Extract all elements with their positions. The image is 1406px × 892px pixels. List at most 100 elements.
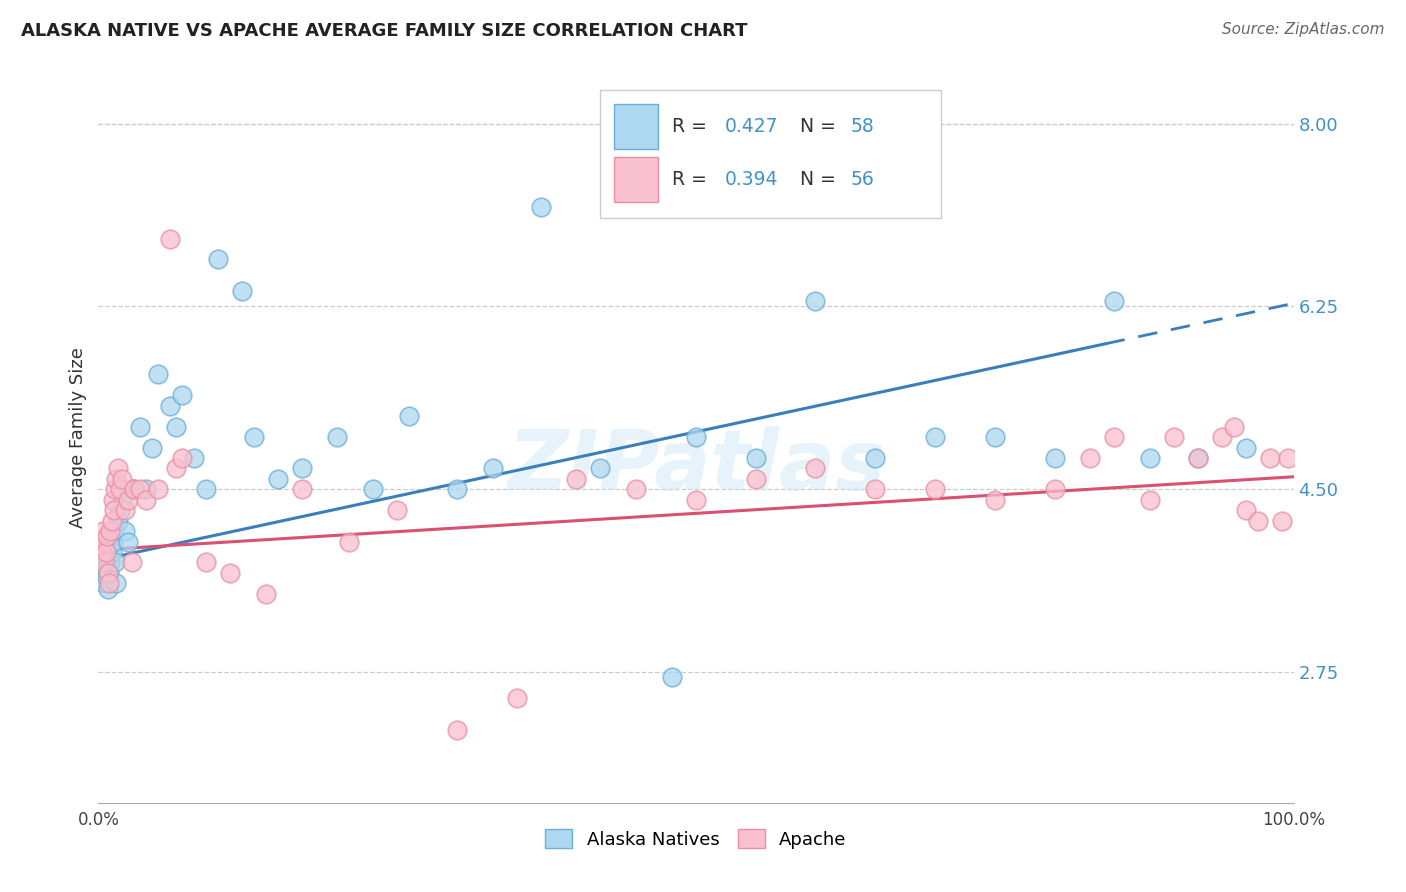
Point — [93, 550, 115, 565]
Point — [107, 461, 129, 475]
Legend: Alaska Natives, Apache: Alaska Natives, Apache — [538, 822, 853, 856]
Point — [1211, 430, 1233, 444]
Point — [93, 534, 115, 549]
Point — [91, 545, 114, 559]
Point — [1187, 450, 1209, 465]
Point — [105, 576, 128, 591]
Point — [105, 472, 128, 486]
Point — [91, 524, 114, 538]
Point — [103, 503, 125, 517]
Point — [100, 514, 122, 528]
Point — [1258, 450, 1281, 465]
Point — [865, 450, 887, 465]
Text: ALASKA NATIVE VS APACHE AVERAGE FAMILY SIZE CORRELATION CHART: ALASKA NATIVE VS APACHE AVERAGE FAMILY S… — [21, 22, 748, 40]
Point — [363, 483, 385, 497]
Point — [172, 450, 194, 465]
Point — [101, 492, 124, 507]
Point — [1104, 430, 1126, 444]
Point — [124, 483, 146, 497]
Point — [924, 483, 946, 497]
Point — [94, 545, 117, 559]
Point — [93, 576, 115, 591]
Point — [984, 430, 1007, 444]
Point — [385, 503, 409, 517]
Point — [93, 556, 115, 570]
Point — [326, 430, 349, 444]
Point — [207, 252, 229, 267]
Point — [661, 670, 683, 684]
Point — [165, 419, 187, 434]
Point — [231, 284, 253, 298]
Point — [172, 388, 194, 402]
Point — [121, 483, 143, 497]
Point — [685, 430, 707, 444]
Point — [117, 492, 139, 507]
Point — [97, 545, 120, 559]
Point — [446, 723, 468, 737]
Point — [530, 200, 553, 214]
Point — [865, 483, 887, 497]
Point — [124, 483, 146, 497]
Point — [114, 524, 136, 538]
Point — [446, 483, 468, 497]
Point — [96, 556, 118, 570]
Point — [1187, 450, 1209, 465]
Point — [103, 524, 125, 538]
Point — [506, 691, 529, 706]
Point — [129, 419, 152, 434]
Text: ZIPatlas: ZIPatlas — [508, 425, 884, 507]
Point — [159, 399, 181, 413]
Point — [291, 483, 314, 497]
Point — [98, 524, 122, 538]
Point — [98, 534, 121, 549]
Point — [1043, 483, 1066, 497]
Point — [111, 472, 134, 486]
Point — [135, 483, 157, 497]
Point — [565, 472, 588, 486]
Point — [195, 556, 218, 570]
Point — [97, 566, 120, 580]
Point — [141, 441, 163, 455]
Point — [100, 545, 122, 559]
Point — [924, 430, 946, 444]
Point — [148, 483, 170, 497]
Point — [111, 492, 134, 507]
Point — [96, 529, 118, 543]
Point — [108, 483, 131, 497]
Point — [91, 556, 114, 570]
Point — [114, 503, 136, 517]
Point — [101, 534, 124, 549]
Point — [96, 571, 118, 585]
Point — [159, 231, 181, 245]
Point — [243, 430, 266, 444]
Text: Source: ZipAtlas.com: Source: ZipAtlas.com — [1222, 22, 1385, 37]
Point — [481, 461, 505, 475]
Point — [183, 450, 205, 465]
Point — [984, 492, 1007, 507]
Point — [129, 483, 152, 497]
Point — [1139, 492, 1161, 507]
Point — [165, 461, 187, 475]
Point — [98, 566, 121, 580]
Point — [1080, 450, 1102, 465]
Point — [1234, 441, 1257, 455]
Point — [1271, 514, 1294, 528]
Point — [745, 450, 768, 465]
Point — [398, 409, 420, 424]
Point — [1247, 514, 1270, 528]
Point — [291, 461, 314, 475]
Y-axis label: Average Family Size: Average Family Size — [69, 347, 87, 527]
Point — [90, 545, 112, 559]
Point — [1234, 503, 1257, 517]
Point — [104, 556, 127, 570]
Point — [121, 556, 143, 570]
Point — [254, 587, 277, 601]
Point — [1139, 450, 1161, 465]
Point — [148, 368, 170, 382]
Point — [97, 582, 120, 596]
Point — [339, 534, 361, 549]
Point — [685, 492, 707, 507]
Point — [1163, 430, 1185, 444]
Point — [1104, 294, 1126, 309]
Point — [219, 566, 242, 580]
